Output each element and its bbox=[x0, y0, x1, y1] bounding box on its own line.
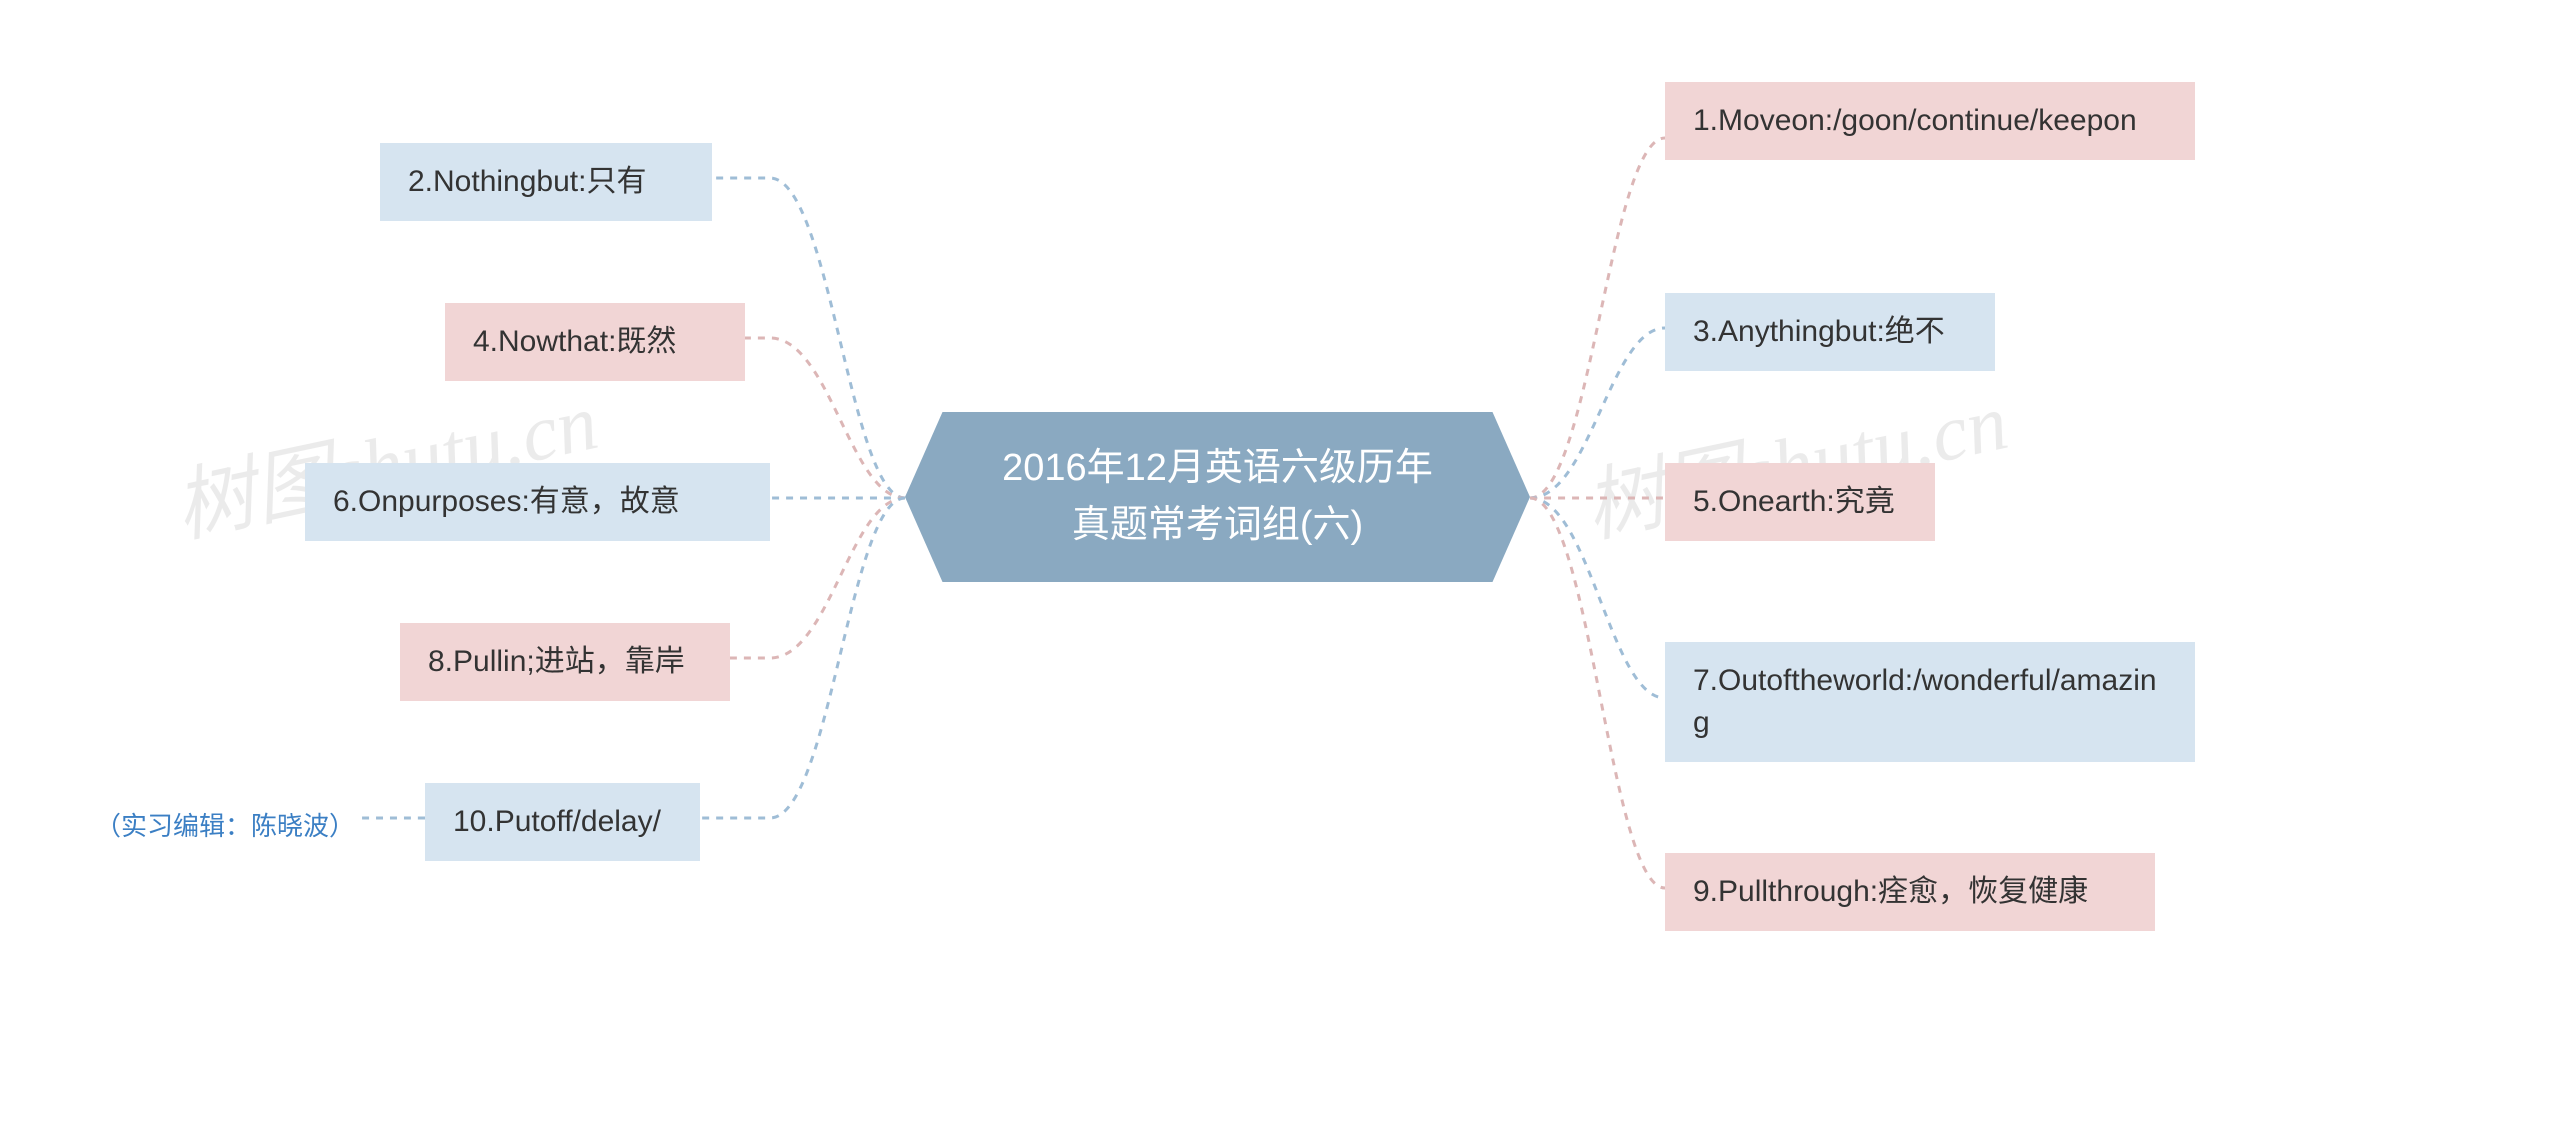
left-node-2-label: 2.Nothingbut:只有 bbox=[408, 161, 684, 203]
right-node-3: 3.Anythingbut:绝不 bbox=[1665, 293, 1995, 371]
right-node-5: 5.Onearth:究竟 bbox=[1665, 463, 1935, 541]
left-node-8-label: 8.Pullin;进站，靠岸 bbox=[428, 641, 702, 683]
left-node-8: 8.Pullin;进站，靠岸 bbox=[400, 623, 730, 701]
right-node-1-label: 1.Moveon:/goon/continue/keepon bbox=[1693, 100, 2167, 142]
left-node-10: 10.Putoff/delay/ bbox=[425, 783, 700, 861]
left-node-2: 2.Nothingbut:只有 bbox=[380, 143, 712, 221]
editor-note: （实习编辑：陈晓波） bbox=[85, 800, 360, 849]
center-line2: 真题常考词组(六) bbox=[945, 497, 1490, 554]
right-node-1: 1.Moveon:/goon/continue/keepon bbox=[1665, 82, 2195, 160]
left-node-10-label: 10.Putoff/delay/ bbox=[453, 801, 672, 843]
center-line1: 2016年12月英语六级历年 bbox=[945, 440, 1490, 497]
center-node: 2016年12月英语六级历年 真题常考词组(六) bbox=[905, 412, 1530, 582]
left-node-4: 4.Nowthat:既然 bbox=[445, 303, 745, 381]
editor-note-label: （实习编辑：陈晓波） bbox=[95, 811, 355, 841]
right-node-7-label: 7.Outoftheworld:/wonderful/amazing bbox=[1693, 660, 2167, 744]
right-node-3-label: 3.Anythingbut:绝不 bbox=[1693, 311, 1967, 353]
left-node-4-label: 4.Nowthat:既然 bbox=[473, 321, 717, 363]
right-node-9-label: 9.Pullthrough:痊愈，恢复健康 bbox=[1693, 871, 2127, 913]
mindmap-canvas: 树图shutu.cn 树图shutu.cn 2016年12月英语六级历年 真题常… bbox=[0, 0, 2560, 1147]
right-node-9: 9.Pullthrough:痊愈，恢复健康 bbox=[1665, 853, 2155, 931]
left-node-6-label: 6.Onpurposes:有意，故意 bbox=[333, 481, 742, 523]
left-node-6: 6.Onpurposes:有意，故意 bbox=[305, 463, 770, 541]
right-node-7: 7.Outoftheworld:/wonderful/amazing bbox=[1665, 642, 2195, 762]
right-node-5-label: 5.Onearth:究竟 bbox=[1693, 481, 1907, 523]
